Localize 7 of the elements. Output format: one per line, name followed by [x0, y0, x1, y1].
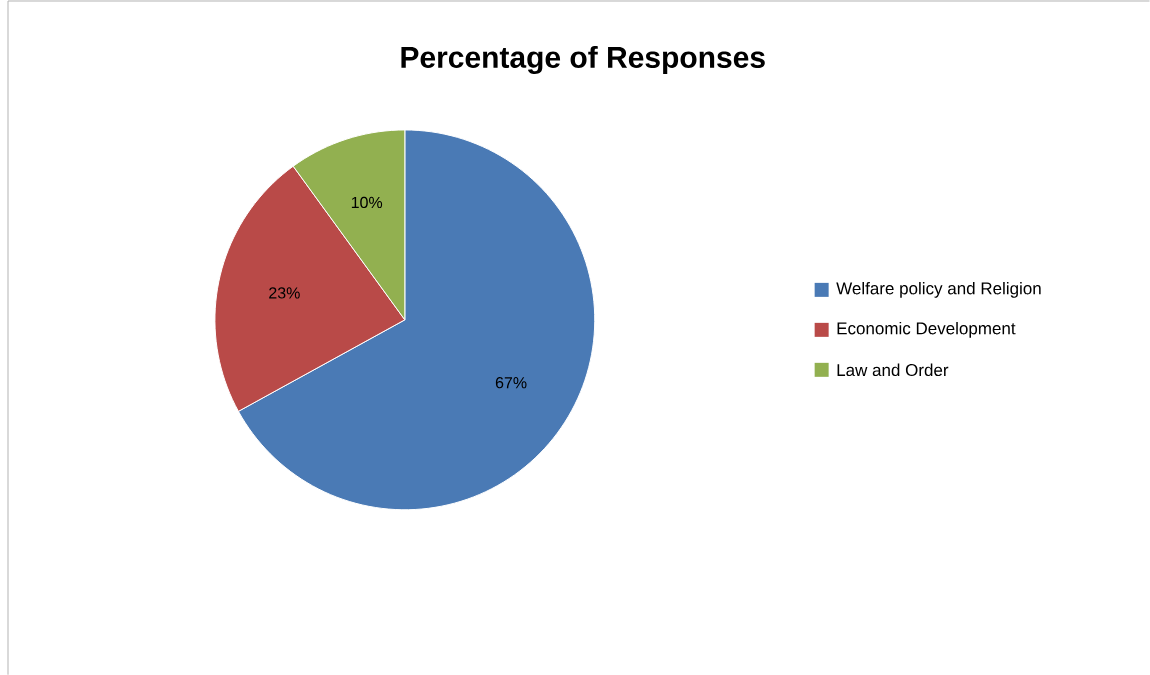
data-label: 67% — [495, 376, 527, 389]
legend-label: Economic Development — [837, 321, 1016, 338]
legend-label: Welfare policy and Religion — [836, 281, 1041, 298]
data-label: 10% — [351, 196, 383, 209]
data-label: 23% — [269, 287, 300, 299]
legend-label: Law and Order — [837, 363, 949, 376]
chart-title: Percentage of Responses — [401, 45, 765, 74]
